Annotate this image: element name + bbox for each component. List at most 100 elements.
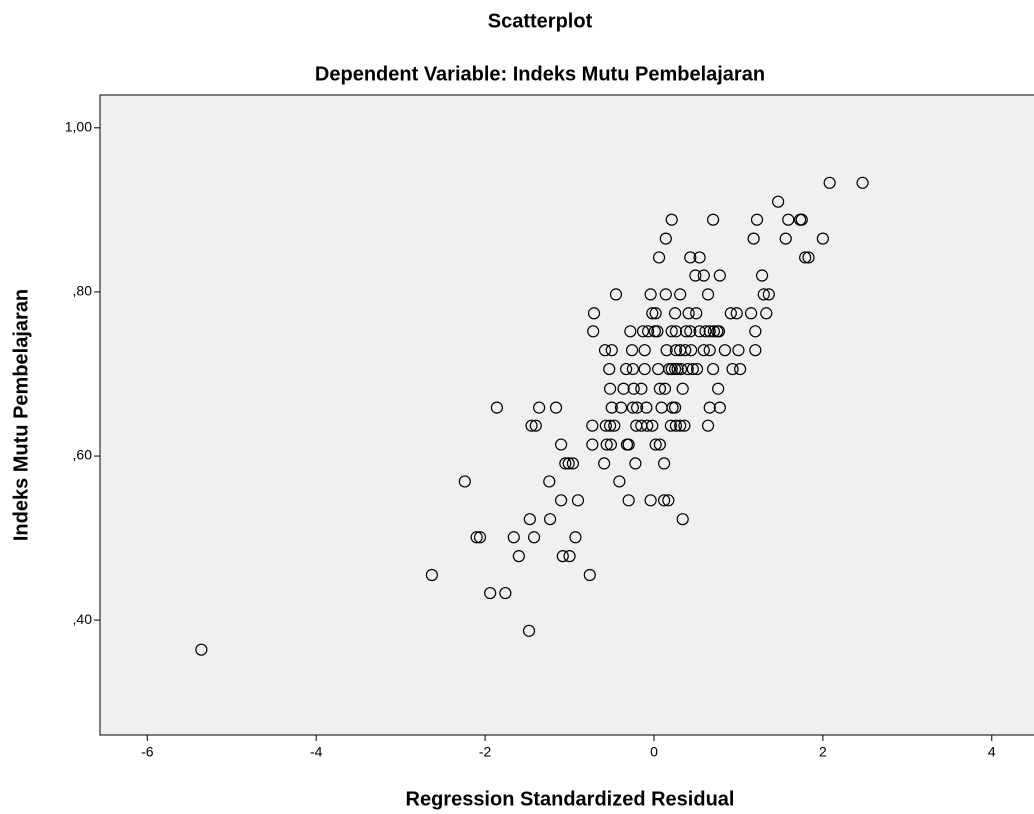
point	[617, 382, 630, 395]
point	[620, 362, 633, 376]
point	[598, 457, 611, 470]
point	[529, 419, 542, 432]
point	[676, 382, 689, 395]
point	[679, 325, 693, 338]
point	[697, 269, 710, 282]
point	[624, 325, 637, 338]
point	[707, 325, 721, 338]
point	[609, 288, 623, 301]
point	[690, 362, 704, 376]
point	[706, 213, 720, 226]
point	[658, 457, 671, 470]
point	[726, 362, 739, 376]
x-tick-label: -4	[310, 744, 323, 760]
point	[730, 307, 743, 320]
point	[544, 513, 557, 526]
point	[613, 475, 626, 488]
point	[598, 344, 612, 357]
point	[669, 344, 683, 357]
point	[523, 513, 536, 526]
point	[635, 382, 648, 395]
y-tick-label: ,40	[73, 611, 93, 627]
point	[604, 438, 618, 451]
point	[470, 531, 483, 544]
point	[665, 362, 678, 376]
point	[795, 213, 808, 226]
y-axis-label: Indeks Mutu Pembelajaran	[10, 289, 32, 541]
point	[668, 401, 682, 414]
chart-title: Scatterplot	[488, 10, 593, 32]
point	[799, 251, 812, 264]
point	[603, 362, 616, 376]
point	[749, 344, 762, 357]
point	[651, 325, 664, 338]
point	[772, 195, 785, 208]
point	[816, 232, 829, 245]
point	[525, 419, 538, 432]
point	[627, 382, 640, 395]
point	[586, 419, 599, 432]
point	[583, 568, 596, 582]
x-tick-label: 0	[650, 744, 658, 760]
point	[638, 362, 651, 376]
point	[600, 438, 613, 451]
point	[699, 325, 712, 338]
point	[718, 344, 732, 357]
point	[646, 419, 659, 432]
point	[744, 307, 758, 320]
point	[823, 176, 836, 189]
point	[636, 325, 650, 338]
point	[587, 325, 600, 338]
point	[750, 213, 764, 226]
x-tick-label: -6	[141, 744, 154, 760]
point	[802, 251, 815, 264]
point	[195, 643, 208, 656]
point	[599, 419, 612, 432]
point	[669, 419, 683, 432]
plot-area	[99, 94, 1034, 736]
point	[622, 494, 635, 507]
point	[649, 307, 662, 320]
point	[856, 176, 869, 189]
point	[782, 213, 795, 226]
point	[614, 401, 628, 414]
point	[678, 419, 691, 432]
point	[760, 307, 773, 320]
x-tick-label: 2	[819, 744, 827, 760]
point	[653, 382, 666, 395]
point	[549, 401, 563, 414]
point	[640, 401, 653, 414]
point	[665, 213, 678, 226]
point	[608, 419, 621, 432]
point	[586, 438, 599, 451]
x-tick-label: -2	[479, 744, 492, 760]
point	[697, 344, 710, 357]
point	[685, 344, 698, 357]
point	[658, 382, 672, 395]
x-axis-label: Regression Standardized Residual	[406, 788, 735, 810]
point	[641, 325, 655, 338]
point	[603, 419, 617, 432]
point	[605, 344, 618, 357]
point	[630, 401, 644, 414]
point	[665, 325, 678, 338]
point	[626, 401, 639, 414]
point	[562, 457, 575, 470]
point	[658, 494, 671, 507]
point	[484, 586, 497, 600]
point	[649, 438, 662, 451]
point	[690, 307, 703, 320]
point	[512, 550, 525, 563]
point	[533, 401, 546, 414]
point	[706, 362, 720, 376]
y-tick-label: 1,00	[65, 119, 92, 135]
point	[713, 401, 726, 414]
point	[458, 475, 471, 488]
point	[473, 531, 487, 544]
point	[622, 438, 635, 451]
point	[712, 325, 726, 338]
y-tick-label: ,60	[73, 447, 93, 463]
point	[644, 288, 657, 301]
point	[664, 419, 677, 432]
point	[605, 401, 618, 414]
